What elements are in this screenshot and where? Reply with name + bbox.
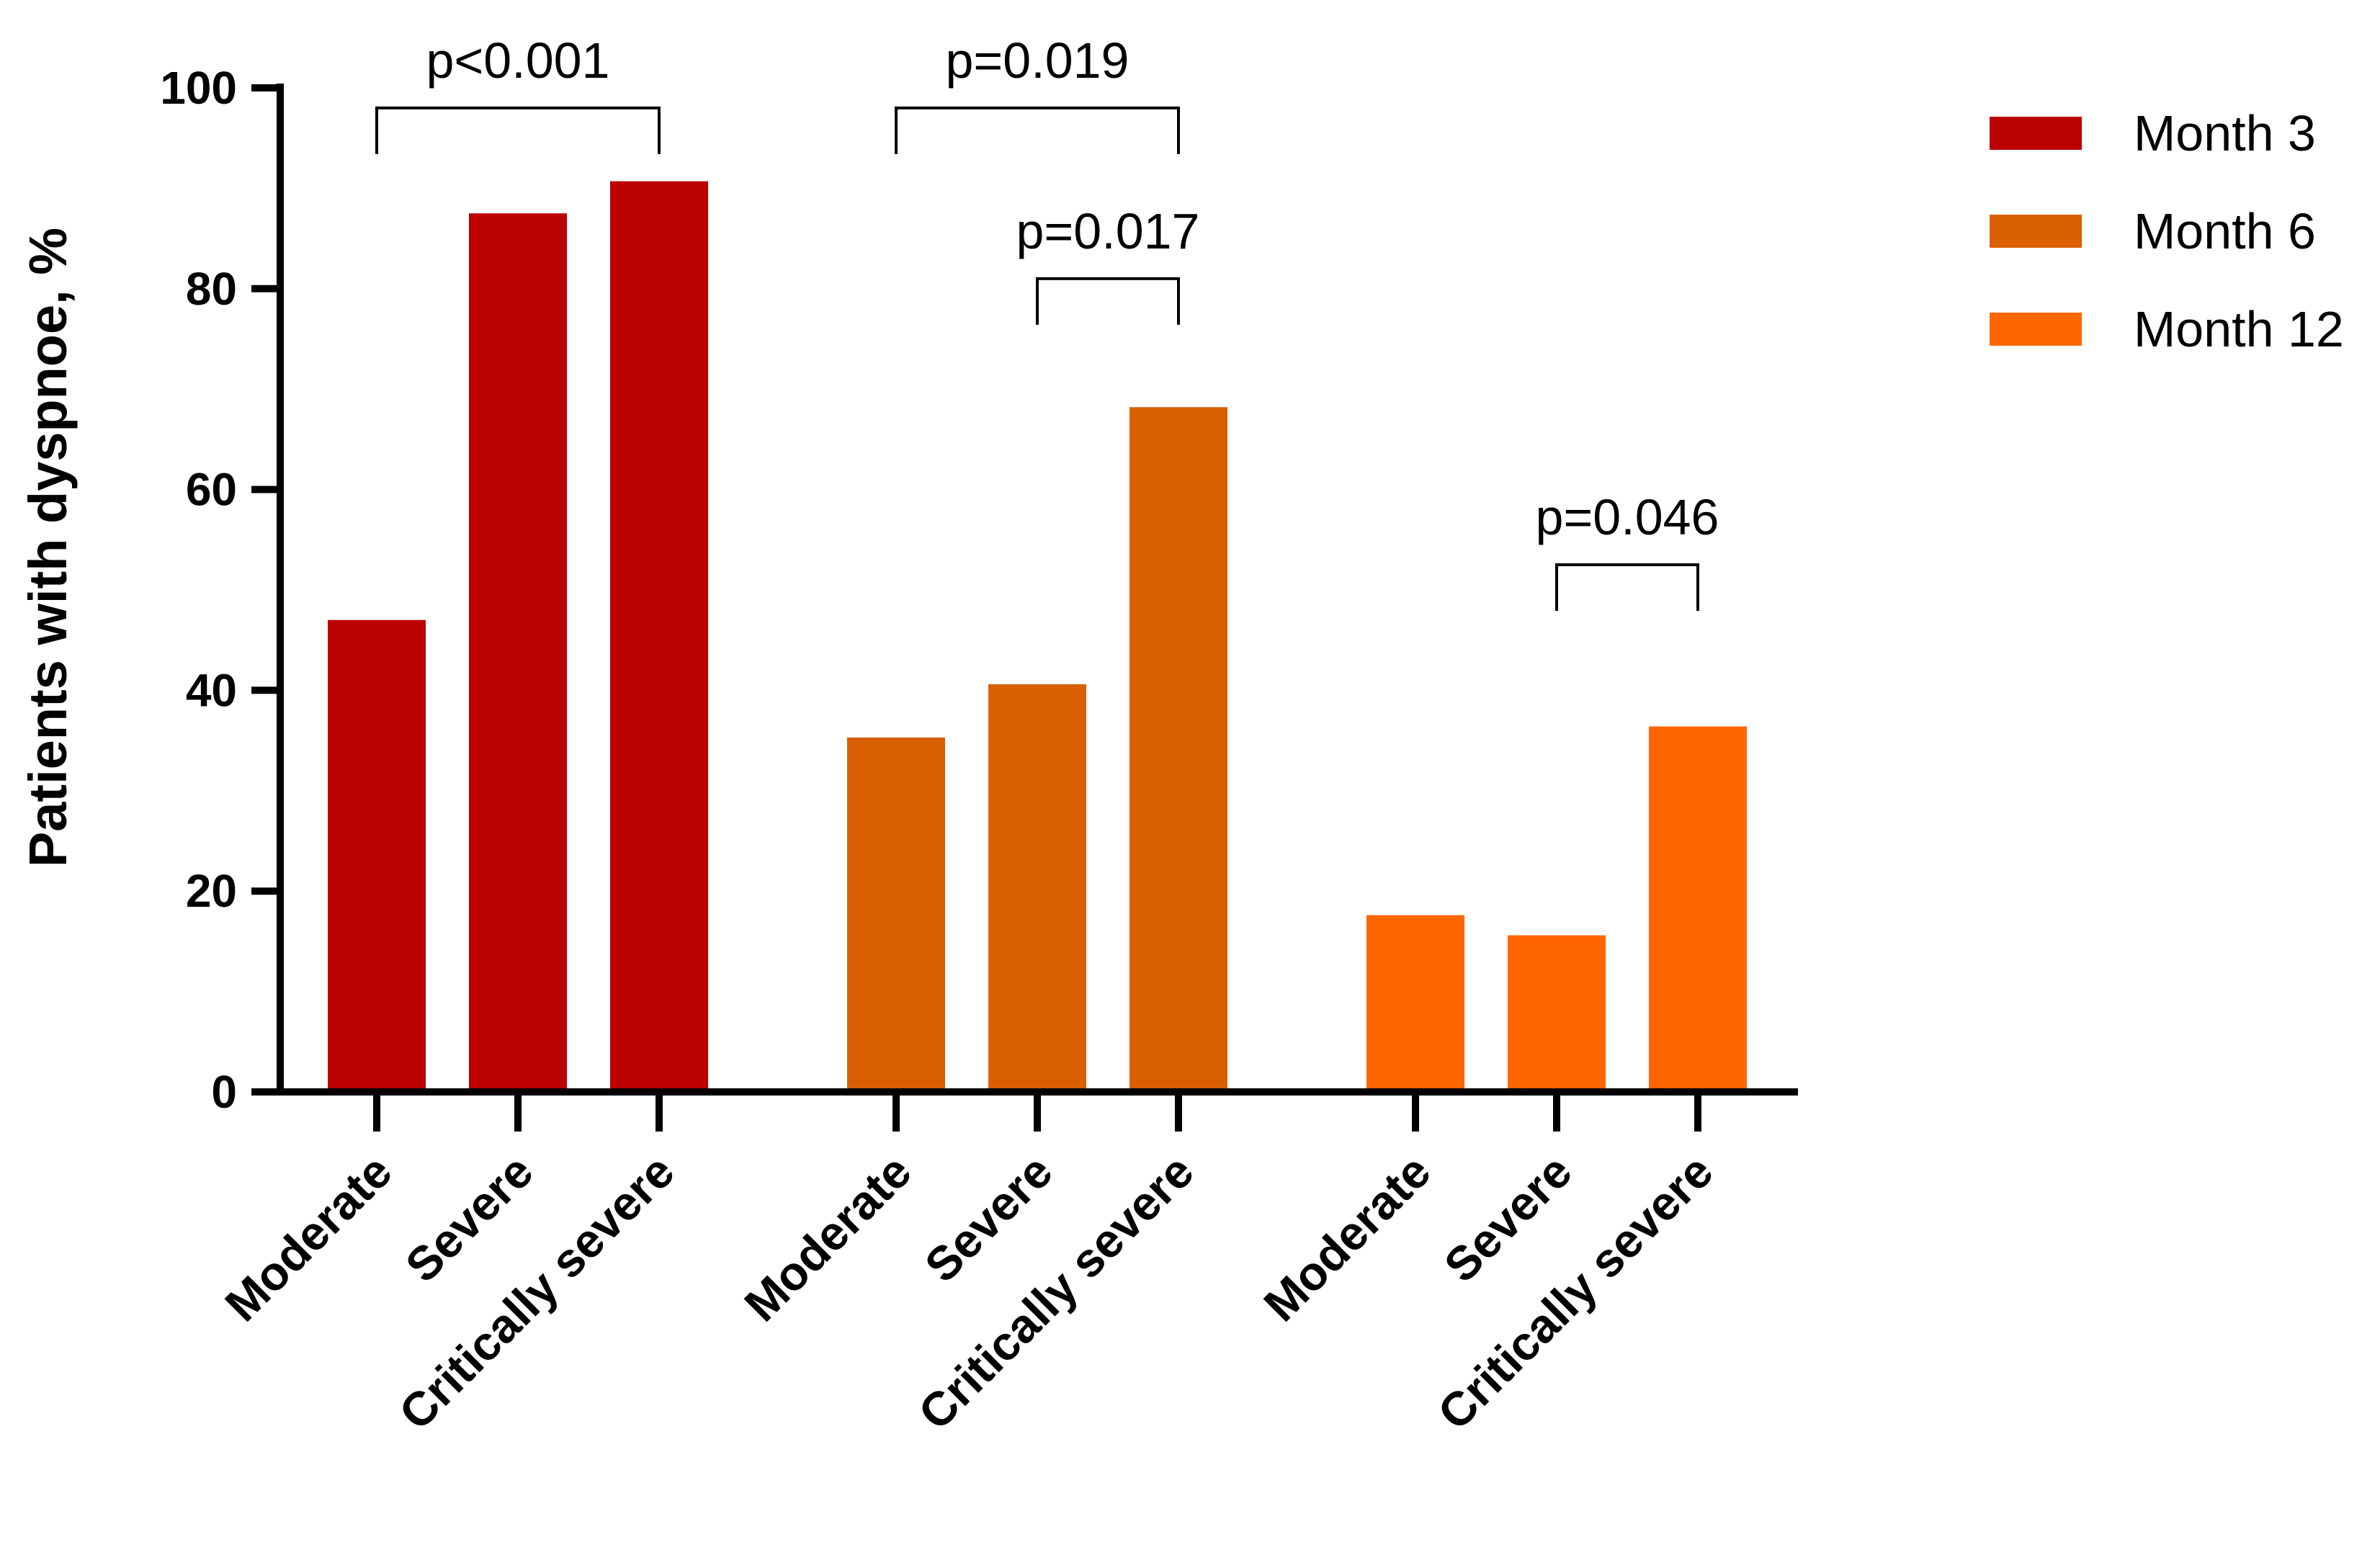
bar-1-3 xyxy=(610,181,708,1093)
bar-1-1 xyxy=(328,619,426,1092)
y-axis-label: Patients with dyspnoe, % xyxy=(18,228,78,867)
legend-swatch-1 xyxy=(1990,117,2082,150)
bar-2-3 xyxy=(1129,407,1227,1092)
p-value-label-1: p<0.001 xyxy=(426,32,610,89)
bar-3-3 xyxy=(1649,726,1747,1092)
bar-3-1 xyxy=(1366,915,1464,1092)
bar-3-2 xyxy=(1508,935,1606,1092)
legend: Month 3 Month 6 Month 12 xyxy=(1990,105,2344,357)
significance-bracket-1 xyxy=(375,106,661,154)
x-tick-label-1-3: Critically severe xyxy=(389,1144,684,1440)
y-tick-label-40: 40 xyxy=(186,664,237,716)
y-tick-label-60: 60 xyxy=(186,464,237,516)
p-value-label-2: p=0.019 xyxy=(946,32,1129,89)
legend-swatch-2 xyxy=(1990,215,2082,248)
legend-label-3: Month 12 xyxy=(2134,301,2344,357)
x-tick-label-1-1: Moderate xyxy=(215,1144,402,1332)
legend-label-2: Month 6 xyxy=(2134,203,2316,259)
significance-bracket-2 xyxy=(895,106,1180,154)
x-tick-label-2-1: Moderate xyxy=(734,1144,921,1332)
bar-2-1 xyxy=(847,737,945,1092)
significance-bracket-3 xyxy=(1036,277,1180,325)
y-tick-label-20: 20 xyxy=(186,865,237,917)
legend-swatch-3 xyxy=(1990,313,2082,346)
y-tick-label-100: 100 xyxy=(160,62,237,114)
p-value-label-4: p=0.046 xyxy=(1536,489,1719,545)
bar-1-2 xyxy=(469,213,567,1092)
annotations-layer: p<0.001 p=0.019 p=0.017 p=0.046 xyxy=(375,32,1719,612)
significance-bracket-4 xyxy=(1555,563,1699,612)
bars-layer xyxy=(328,181,1747,1093)
legend-label-1: Month 3 xyxy=(2134,105,2316,161)
x-tick-label-3-1: Moderate xyxy=(1253,1144,1441,1332)
bar-2-2 xyxy=(988,684,1086,1092)
y-tick-label-0: 0 xyxy=(211,1066,237,1118)
y-tick-label-80: 80 xyxy=(186,263,237,315)
x-tick-label-2-3: Critically severe xyxy=(908,1144,1204,1440)
x-tick-label-3-3: Critically severe xyxy=(1428,1144,1723,1440)
p-value-label-3: p=0.017 xyxy=(1016,203,1200,259)
